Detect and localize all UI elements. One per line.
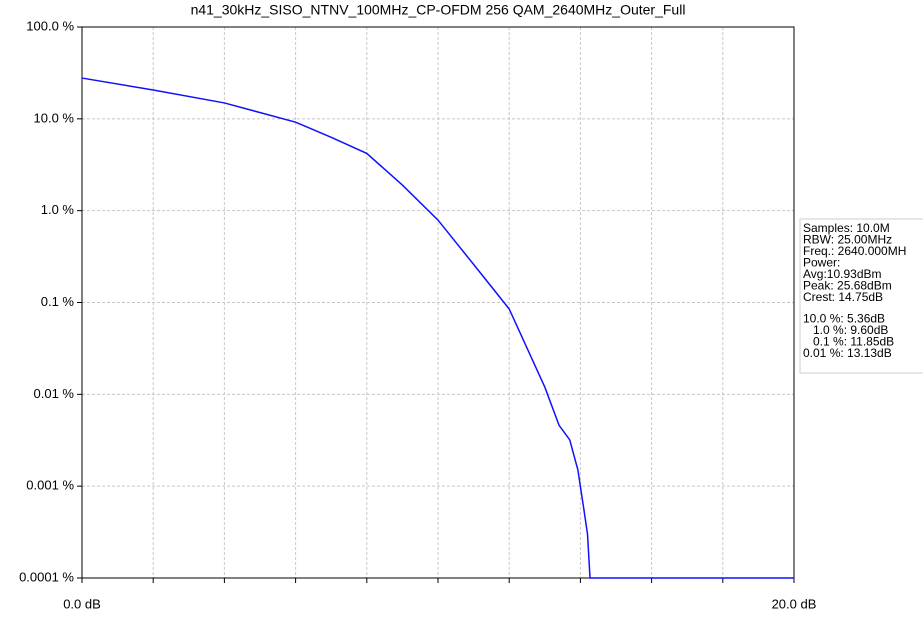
y-tick-label: 0.0001 % — [19, 569, 74, 584]
info-text: Freq.: 2640.000MH — [803, 244, 906, 258]
plot-frame — [81, 26, 795, 579]
y-tick-label: 100.0 % — [26, 18, 74, 33]
x-tick-label: 0.0 dB — [63, 596, 101, 611]
info-text: Crest: 14.75dB — [803, 290, 883, 304]
info-text: Peak: 25.68dBm — [803, 279, 892, 293]
ccdf-line — [81, 77, 794, 579]
info-text: Samples: 10.0M — [803, 221, 890, 235]
y-tick-label: 1.0 % — [41, 202, 75, 217]
info-text: RBW: 25.00MHz — [803, 233, 892, 247]
info-box — [799, 218, 923, 374]
info-text: 10.0 %: 5.36dB — [803, 312, 885, 326]
y-tick-label: 0.01 % — [34, 386, 75, 401]
y-tick-label: 0.001 % — [26, 478, 74, 493]
info-text: Avg:10.93dBm — [803, 267, 882, 281]
info-text: 0.01 %: 13.13dB — [803, 346, 892, 360]
chart-title: n41_30kHz_SISO_NTNV_100MHz_CP-OFDM 256 Q… — [191, 2, 686, 18]
y-tick-label: 10.0 % — [34, 110, 75, 125]
info-text: Power: — [803, 256, 840, 270]
x-tick-label: 20.0 dB — [772, 596, 817, 611]
info-text: 0.1 %: 11.85dB — [803, 335, 894, 349]
info-text: 1.0 %: 9.60dB — [803, 323, 888, 337]
y-tick-label: 0.1 % — [41, 294, 75, 309]
